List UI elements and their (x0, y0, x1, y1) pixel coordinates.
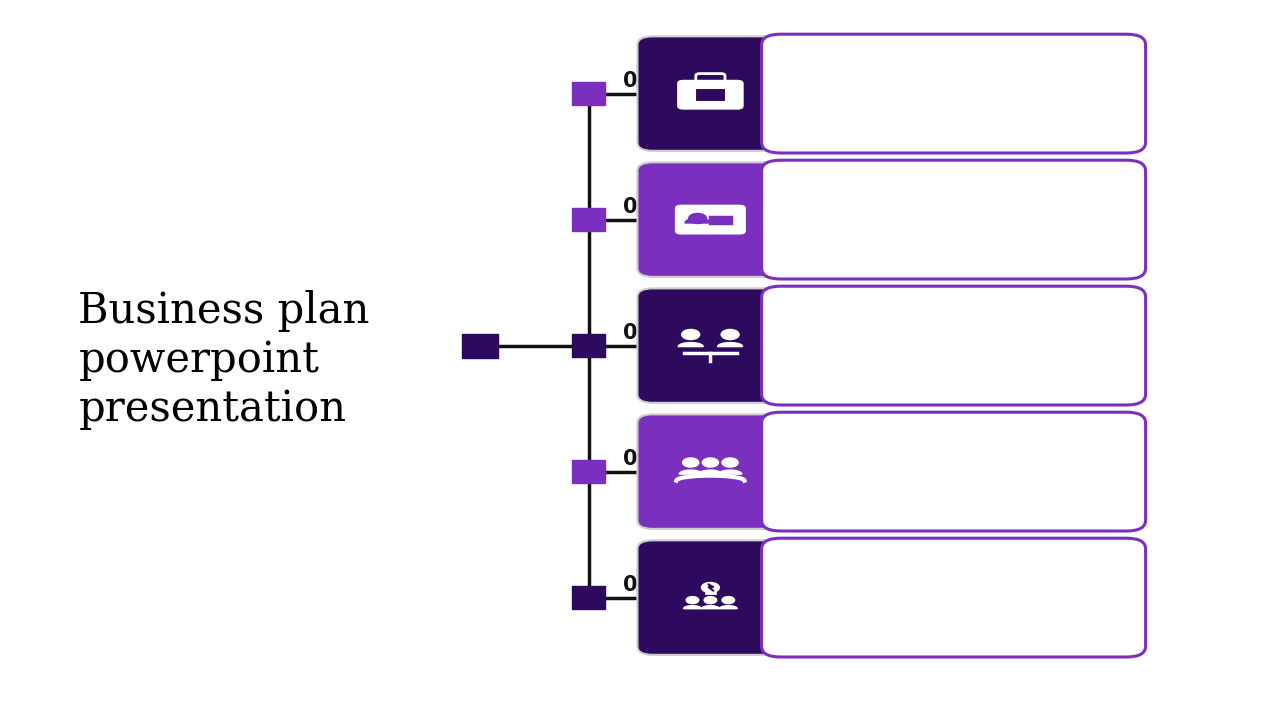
Polygon shape (678, 343, 703, 346)
FancyBboxPatch shape (462, 333, 498, 358)
Polygon shape (699, 470, 722, 474)
Circle shape (682, 458, 699, 467)
Circle shape (701, 582, 719, 593)
Text: 03: 03 (623, 323, 652, 343)
FancyBboxPatch shape (677, 80, 744, 109)
FancyBboxPatch shape (572, 82, 605, 105)
Text: It is a long established
fact that a reader: It is a long established fact that a rea… (804, 343, 969, 379)
FancyBboxPatch shape (637, 540, 783, 655)
FancyBboxPatch shape (762, 287, 1146, 405)
Polygon shape (718, 470, 742, 474)
Polygon shape (701, 606, 719, 608)
Circle shape (689, 213, 707, 223)
Text: Step: Step (804, 189, 858, 210)
FancyBboxPatch shape (762, 34, 1146, 153)
Polygon shape (719, 606, 737, 608)
Circle shape (682, 330, 700, 340)
Circle shape (722, 458, 739, 467)
Text: Step: Step (804, 567, 858, 588)
Circle shape (722, 597, 735, 603)
Text: 04: 04 (623, 449, 652, 469)
FancyBboxPatch shape (675, 204, 746, 235)
Polygon shape (718, 343, 742, 346)
Circle shape (686, 597, 699, 603)
Circle shape (721, 330, 739, 340)
Text: 02: 02 (623, 197, 652, 217)
Polygon shape (680, 470, 703, 474)
FancyBboxPatch shape (762, 412, 1146, 531)
Text: Step: Step (804, 63, 858, 84)
Text: It is a long established
fact that a reader: It is a long established fact that a rea… (804, 469, 969, 505)
FancyBboxPatch shape (572, 334, 605, 357)
FancyBboxPatch shape (637, 415, 783, 529)
Text: Business plan
powerpoint
presentation: Business plan powerpoint presentation (78, 290, 370, 430)
FancyBboxPatch shape (695, 88, 726, 102)
Text: It is a long established
fact that a reader: It is a long established fact that a rea… (804, 91, 969, 127)
Text: 05: 05 (623, 575, 652, 595)
FancyBboxPatch shape (572, 586, 605, 609)
FancyBboxPatch shape (637, 163, 783, 277)
Polygon shape (684, 606, 701, 608)
Circle shape (704, 597, 717, 603)
Text: It is a long established
fact that a reader: It is a long established fact that a rea… (804, 217, 969, 253)
Text: Step: Step (804, 315, 858, 336)
FancyBboxPatch shape (637, 289, 783, 403)
FancyBboxPatch shape (572, 208, 605, 231)
Text: Step: Step (804, 441, 858, 462)
Text: 01: 01 (623, 71, 652, 91)
FancyBboxPatch shape (572, 460, 605, 483)
Text: It is a long established
fact that a reader: It is a long established fact that a rea… (804, 595, 969, 631)
Polygon shape (685, 218, 710, 223)
FancyBboxPatch shape (637, 37, 783, 151)
FancyBboxPatch shape (762, 539, 1146, 657)
Circle shape (703, 458, 718, 467)
FancyBboxPatch shape (762, 161, 1146, 279)
